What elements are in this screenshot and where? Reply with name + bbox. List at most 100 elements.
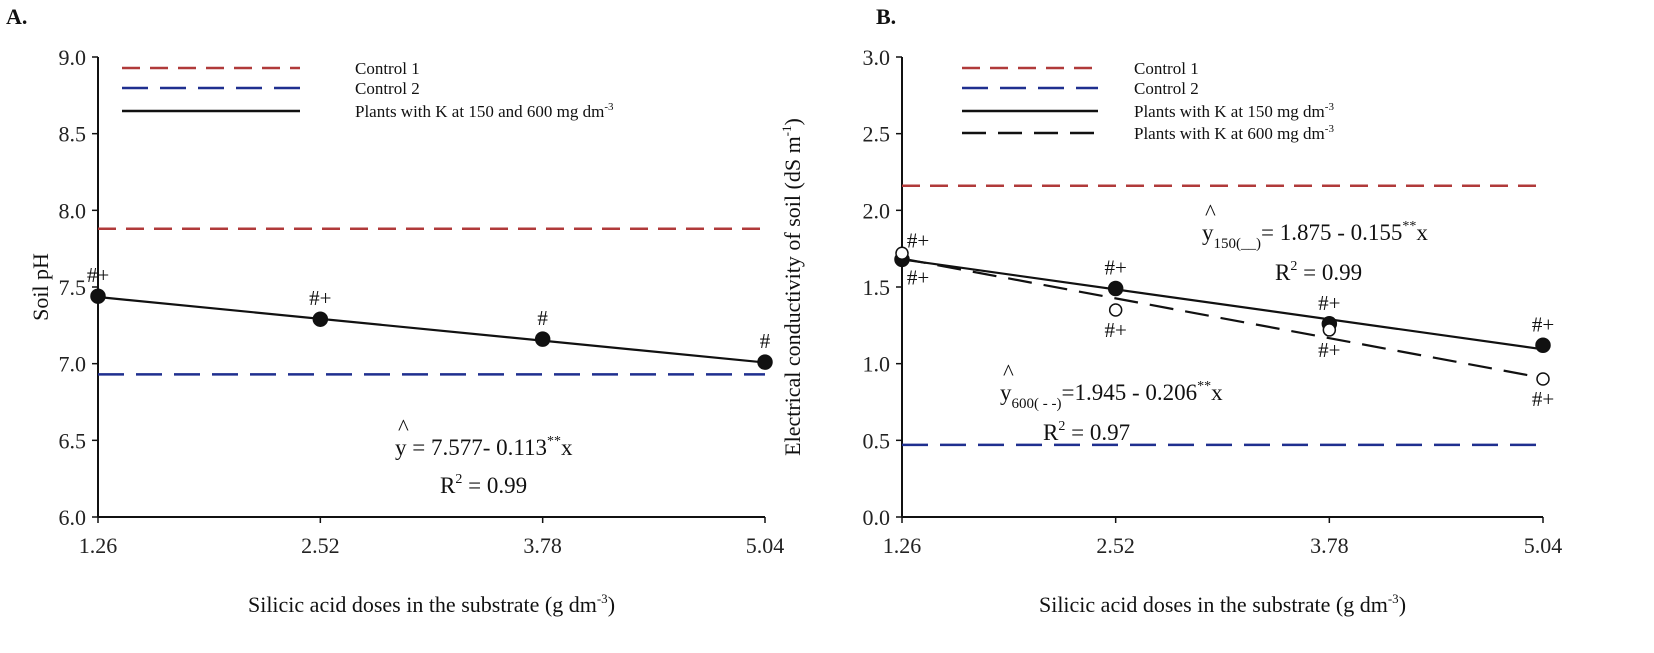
legend-label: Plants with K at 150 mg dm-3 [1134, 101, 1334, 121]
text-span: R [1043, 420, 1059, 445]
x-tick-label: 3.78 [1310, 533, 1349, 558]
significance-mark: #+ [1318, 291, 1340, 315]
data-point [1536, 372, 1550, 386]
text-span: ) [1399, 592, 1406, 617]
hat-symbol: ^ [398, 415, 409, 440]
regression-equation: y600( - -)=1.945 - 0.206**x [1000, 379, 1223, 412]
y-axis-title: Electrical conductivity of soil (dS m-1) [779, 118, 805, 456]
text-span: Plants with K at 150 and 600 mg dm [355, 102, 604, 121]
x-tick-label: 1.26 [883, 533, 922, 558]
text-span: = 1.875 - 0.155 [1261, 220, 1402, 245]
x-tick-label: 3.78 [523, 533, 562, 558]
text-span: ) [780, 118, 805, 125]
text-span: = 0.99 [1297, 260, 1362, 285]
y-tick-label: 3.0 [863, 45, 891, 70]
y-tick-label: 9.0 [59, 45, 87, 70]
text-span: -3 [1325, 101, 1335, 113]
y-tick-label: 2.5 [863, 122, 891, 147]
y-tick-label: 0.0 [863, 505, 891, 530]
fit-line [97, 295, 766, 364]
text-span: -3 [1325, 123, 1335, 135]
x-tick-label: 5.04 [746, 533, 785, 558]
legend-label: Control 1 [355, 59, 420, 78]
text-span: y [1202, 220, 1214, 245]
data-point [312, 311, 329, 327]
fit-line [901, 257, 1544, 380]
text-span: 2 [1290, 259, 1297, 274]
text-span: Control 1 [1134, 59, 1199, 78]
regression-equation: y150(__)= 1.875 - 0.155**x [1202, 219, 1428, 252]
text-span: -3 [597, 591, 608, 606]
y-tick-label: 0.5 [863, 428, 891, 453]
text-span: x [1416, 220, 1428, 245]
text-span: ** [1197, 379, 1211, 394]
text-span: ** [547, 434, 561, 449]
legend-label: Plants with K at 150 and 600 mg dm-3 [355, 101, 614, 121]
text-span: 2 [1058, 419, 1065, 434]
fit-line [901, 258, 1544, 351]
text-span: Soil pH [28, 253, 53, 321]
regression-equation: y = 7.577- 0.113**x [395, 434, 573, 460]
text-span: = 7.577- 0.113 [407, 435, 548, 460]
x-tick-label: 1.26 [79, 533, 118, 558]
text-span: 2 [455, 472, 462, 487]
text-span: -3 [1388, 591, 1399, 606]
text-span: Silicic acid doses in the substrate (g d… [1039, 592, 1388, 617]
significance-mark: #+ [87, 263, 109, 287]
y-tick-label: 7.0 [59, 352, 87, 377]
text-span: R [440, 473, 456, 498]
data-point [1108, 303, 1123, 317]
legend-label: Plants with K at 600 mg dm-3 [1134, 123, 1334, 143]
text-span: y [395, 435, 407, 460]
x-tick-label: 2.52 [301, 533, 340, 558]
x-tick-label: 2.52 [1096, 533, 1135, 558]
legend-label: Control 2 [355, 79, 420, 98]
text-span: Plants with K at 600 mg dm [1134, 124, 1325, 143]
text-span: Silicic acid doses in the substrate (g d… [248, 592, 597, 617]
y-tick-label: 6.0 [59, 505, 87, 530]
y-tick-label: 7.5 [59, 275, 87, 300]
text-span: 150(__) [1214, 236, 1262, 252]
text-span: = 0.97 [1065, 420, 1130, 445]
data-point [1322, 323, 1337, 337]
text-span: ** [1402, 219, 1416, 234]
r-squared: R2 = 0.99 [1275, 259, 1362, 285]
r-squared: R2 = 0.99 [440, 472, 527, 498]
legend-label: Control 2 [1134, 79, 1199, 98]
text-span: = 0.99 [462, 473, 527, 498]
x-tick-label: 5.04 [1524, 533, 1563, 558]
panel-label: B. [876, 4, 896, 29]
significance-mark: # [760, 329, 771, 353]
data-point [90, 288, 106, 304]
significance-mark: #+ [1532, 312, 1554, 336]
y-tick-label: 1.5 [863, 275, 891, 300]
y-tick-label: 8.0 [59, 198, 87, 223]
significance-mark: #+ [1104, 318, 1126, 342]
significance-mark: #+ [309, 286, 331, 310]
significance-mark: #+ [907, 228, 929, 252]
data-point [757, 354, 773, 370]
hat-symbol: ^ [1003, 360, 1014, 385]
y-tick-label: 6.5 [59, 428, 87, 453]
x-axis-title: Silicic acid doses in the substrate (g d… [248, 591, 615, 617]
text-span: Control 2 [355, 79, 420, 98]
x-axis-title: Silicic acid doses in the substrate (g d… [1039, 591, 1406, 617]
significance-mark: #+ [1104, 256, 1126, 280]
y-axis-title: Soil pH [28, 253, 53, 321]
text-span: Electrical conductivity of soil (dS m [780, 136, 805, 456]
text-span: =1.945 - 0.206 [1061, 380, 1197, 405]
text-span: ) [608, 592, 615, 617]
text-span: Plants with K at 150 mg dm [1134, 102, 1325, 121]
text-span: Control 2 [1134, 79, 1199, 98]
data-point [1107, 280, 1124, 297]
chart-panel-a: A. 6.0 6.5 7.0 7.5 8.0 8.5 9.0 1.26 2.52 3.78 5.04 S… [6, 4, 784, 617]
data-point [534, 331, 551, 347]
hat-symbol: ^ [1205, 200, 1216, 225]
y-tick-label: 1.0 [863, 352, 891, 377]
text-span: R [1275, 260, 1291, 285]
text-span: 600( - -) [1012, 396, 1062, 412]
text-span: x [561, 435, 573, 460]
significance-mark: #+ [907, 265, 929, 289]
text-span: x [1211, 380, 1223, 405]
